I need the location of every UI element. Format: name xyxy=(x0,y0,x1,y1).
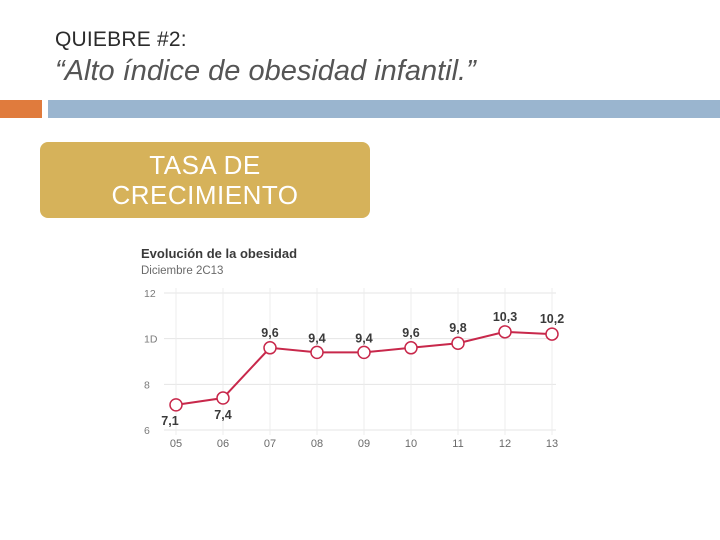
chart-title: Evolución de la obesidad xyxy=(141,246,297,261)
data-label: 7,4 xyxy=(214,408,231,422)
x-tick-label: 11 xyxy=(452,438,463,450)
growth-rate-box: TASA DE CRECIMIENTO xyxy=(40,142,370,218)
data-label: 9,4 xyxy=(308,331,325,345)
chart-subtitle: Diciembre 2C13 xyxy=(141,265,223,277)
obesity-chart-svg: Evolución de la obesidad Diciembre 2C13 6 8… xyxy=(141,246,564,450)
data-point xyxy=(498,325,512,339)
data-point xyxy=(216,391,230,405)
growth-rate-box-text: TASA DE CRECIMIENTO xyxy=(111,150,299,210)
data-point xyxy=(357,345,371,360)
data-point xyxy=(169,398,183,412)
data-label: 7,1 xyxy=(161,414,178,428)
data-label: 9,6 xyxy=(261,326,278,340)
x-tick-label: 09 xyxy=(358,438,370,450)
x-tick-label: 12 xyxy=(499,438,511,450)
data-point xyxy=(545,327,559,341)
slide-kicker: QUIEBRE #2: xyxy=(55,28,187,51)
y-tick-label: 6 xyxy=(144,425,150,437)
x-tick-label: 10 xyxy=(405,438,417,450)
data-point xyxy=(310,345,324,360)
obesity-chart: Evolución de la obesidad Diciembre 2C13 6 8… xyxy=(136,240,566,455)
x-tick-label: 07 xyxy=(264,438,276,450)
data-label: 9,8 xyxy=(449,321,466,335)
x-tick-label: 08 xyxy=(311,438,323,450)
data-label: 10,3 xyxy=(493,310,517,324)
y-tick-label: 1D xyxy=(144,334,158,346)
slide-title: “Alto índice de obesidad infantil.” xyxy=(55,55,476,87)
accent-bar-blue xyxy=(48,100,720,118)
x-tick-label: 13 xyxy=(546,438,558,450)
x-tick-label: 05 xyxy=(170,438,182,450)
data-label: 9,4 xyxy=(355,331,372,345)
y-tick-label: 12 xyxy=(144,288,156,300)
data-label: 10,2 xyxy=(540,312,564,326)
data-point xyxy=(263,341,277,355)
data-point xyxy=(404,341,418,355)
data-label: 9,6 xyxy=(402,326,419,340)
accent-bar-orange xyxy=(0,100,42,118)
y-tick-label: 8 xyxy=(144,379,150,391)
data-point xyxy=(451,336,465,350)
x-tick-label: 06 xyxy=(217,438,229,450)
